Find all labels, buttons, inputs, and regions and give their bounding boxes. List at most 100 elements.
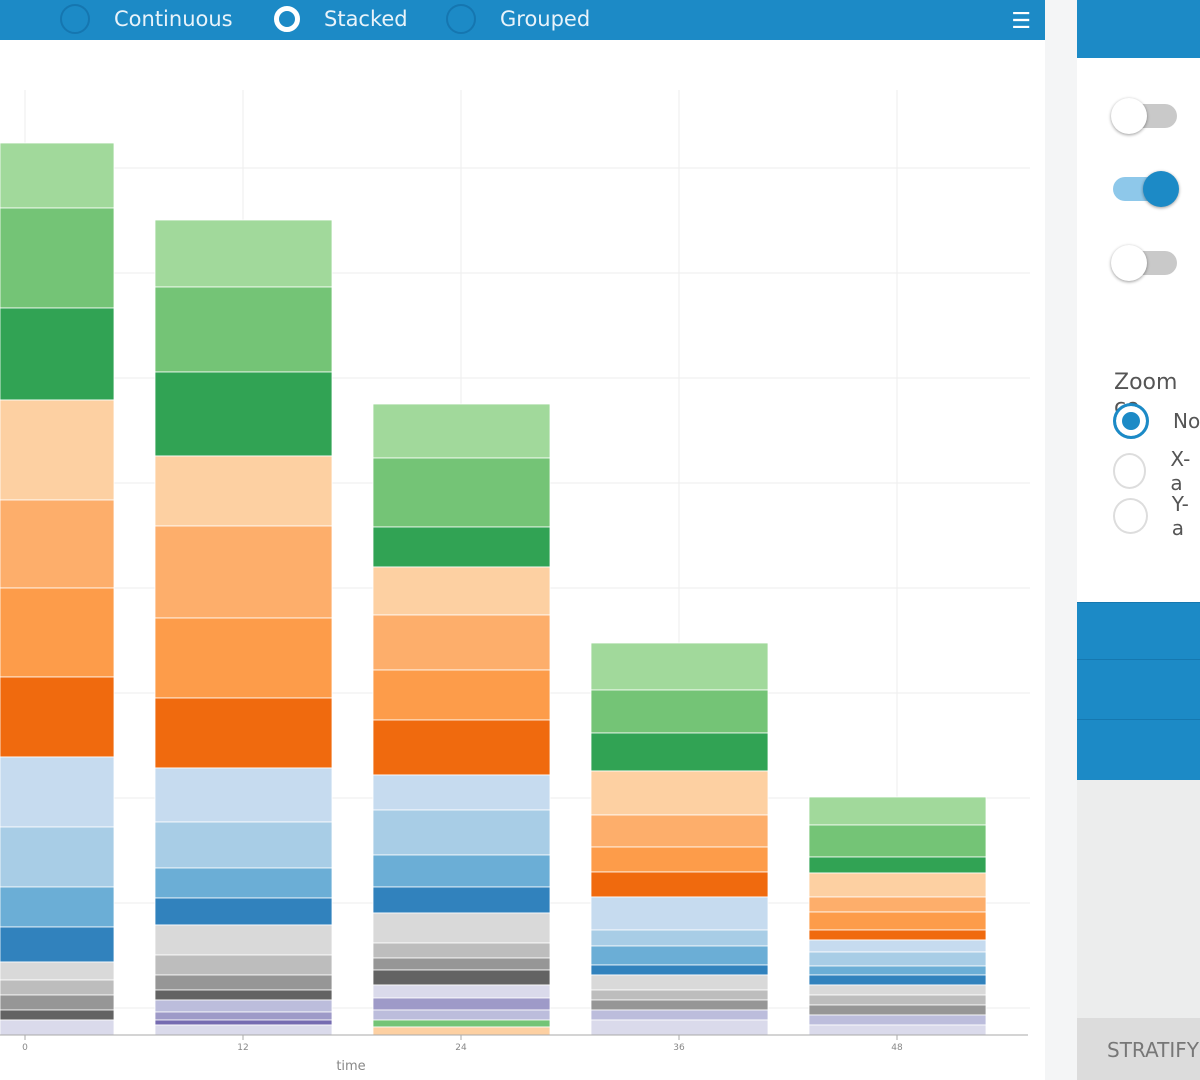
bar-segment <box>372 403 551 459</box>
zoom-option-label: Y-a <box>1171 492 1189 540</box>
bar-segment <box>590 689 769 734</box>
bar-segment <box>808 1024 987 1036</box>
bar-segment <box>808 1004 987 1016</box>
bar-segment <box>0 994 115 1011</box>
zoom-option-x[interactable]: X-a <box>1113 447 1200 495</box>
bar-segment <box>372 997 551 1011</box>
bar-segment <box>372 1009 551 1021</box>
toggle-1[interactable] <box>1111 98 1177 134</box>
bar-segment <box>154 867 333 899</box>
bar-segment <box>372 1019 551 1028</box>
radio-icon[interactable] <box>60 4 90 34</box>
bar-segment <box>154 924 333 956</box>
bar-segment <box>808 929 987 941</box>
bar-segment <box>154 897 333 926</box>
bar-segment <box>808 939 987 953</box>
x-axis-label: time <box>336 1059 365 1074</box>
stratify-button[interactable]: STRATIFY <box>1077 1018 1200 1080</box>
bar-segment <box>0 1019 115 1036</box>
bar-segment <box>154 999 333 1013</box>
chart-panel: 0 12 24 36 48 time <box>0 40 1045 1080</box>
bar-segment <box>372 942 551 959</box>
bar-segment <box>372 669 551 721</box>
option-label: Grouped <box>500 7 591 31</box>
bar-segment <box>808 911 987 931</box>
zoom-option-none[interactable]: No <box>1113 403 1200 439</box>
bar-segment <box>590 945 769 966</box>
bar-segment <box>808 1014 987 1026</box>
bar-segment <box>808 974 987 986</box>
bar-segment <box>808 856 987 874</box>
zoom-option-label: No <box>1173 409 1200 433</box>
hamburger-menu-icon[interactable]: ☰ <box>1011 9 1031 34</box>
bar-segment <box>0 399 115 501</box>
bar-segment <box>590 1019 769 1036</box>
bar-segment <box>0 499 115 589</box>
option-label: Continuous <box>114 7 233 31</box>
x-tick-label: 0 <box>22 1043 28 1053</box>
bar-segment <box>372 719 551 776</box>
toggle-3[interactable] <box>1111 245 1177 281</box>
bar-segment <box>590 770 769 816</box>
option-stacked[interactable]: Stacked <box>274 3 408 35</box>
bar-segment <box>154 954 333 976</box>
bar-segment <box>590 732 769 772</box>
bar-segment <box>154 371 333 457</box>
bar-segment <box>0 207 115 309</box>
bar-segment <box>0 886 115 928</box>
bar-segment <box>372 957 551 971</box>
side-header <box>1077 0 1200 58</box>
bar-segment <box>808 994 987 1006</box>
bar-segment <box>372 614 551 671</box>
bar-segment <box>0 826 115 888</box>
bar-segment <box>154 525 333 619</box>
bar-segment <box>808 796 987 826</box>
bar-segment <box>0 676 115 758</box>
x-tick-label: 12 <box>237 1043 248 1053</box>
bar-segment <box>154 1019 333 1026</box>
option-continuous[interactable]: Continuous <box>60 3 233 35</box>
bar-segment <box>808 965 987 976</box>
radio-icon[interactable] <box>1113 453 1147 489</box>
chart-type-toolbar: Continuous Stacked Grouped ☰ <box>0 0 1045 40</box>
bar-segment <box>0 756 115 828</box>
toggle-2[interactable] <box>1113 171 1179 207</box>
stacked-bar-chart: 0 12 24 36 48 time <box>0 90 1030 1074</box>
x-tick-label: 36 <box>673 1043 685 1053</box>
option-grouped[interactable]: Grouped <box>446 3 590 35</box>
bar-segment <box>0 979 115 996</box>
option-label: Stacked <box>324 7 408 31</box>
zoom-option-y[interactable]: Y-a <box>1113 492 1200 540</box>
bar-segment <box>590 846 769 873</box>
side-blue-section <box>1077 602 1200 780</box>
bar-segment <box>154 974 333 991</box>
bar-segment <box>372 809 551 856</box>
bar-segment <box>154 767 333 823</box>
bar-segment <box>0 587 115 678</box>
bar-segment <box>590 964 769 976</box>
bar-segment <box>372 774 551 811</box>
bar-segment <box>372 912 551 944</box>
radio-icon[interactable] <box>446 4 476 34</box>
bar-segment <box>808 824 987 858</box>
bar-segment <box>590 814 769 848</box>
bar-segment <box>372 457 551 528</box>
bar-segment <box>154 1011 333 1021</box>
bar-segment <box>808 872 987 898</box>
bar-segment <box>372 854 551 888</box>
bar-segment <box>590 989 769 1001</box>
bar-segment <box>590 929 769 947</box>
bar-segment <box>154 1024 333 1036</box>
bar-segment <box>590 999 769 1011</box>
bar-segment <box>0 307 115 401</box>
radio-selected-icon[interactable] <box>274 6 300 32</box>
side-panel: Zoom co No X-a Y-a STRATIFY <box>1077 0 1200 1080</box>
radio-icon[interactable] <box>1113 498 1148 534</box>
bar-segment <box>372 566 551 616</box>
radio-selected-icon[interactable] <box>1113 403 1149 439</box>
bar-segment <box>590 871 769 898</box>
bar-segment <box>154 286 333 373</box>
bar-segment <box>808 951 987 967</box>
bar-segment <box>0 1009 115 1021</box>
bar-segment <box>154 455 333 527</box>
